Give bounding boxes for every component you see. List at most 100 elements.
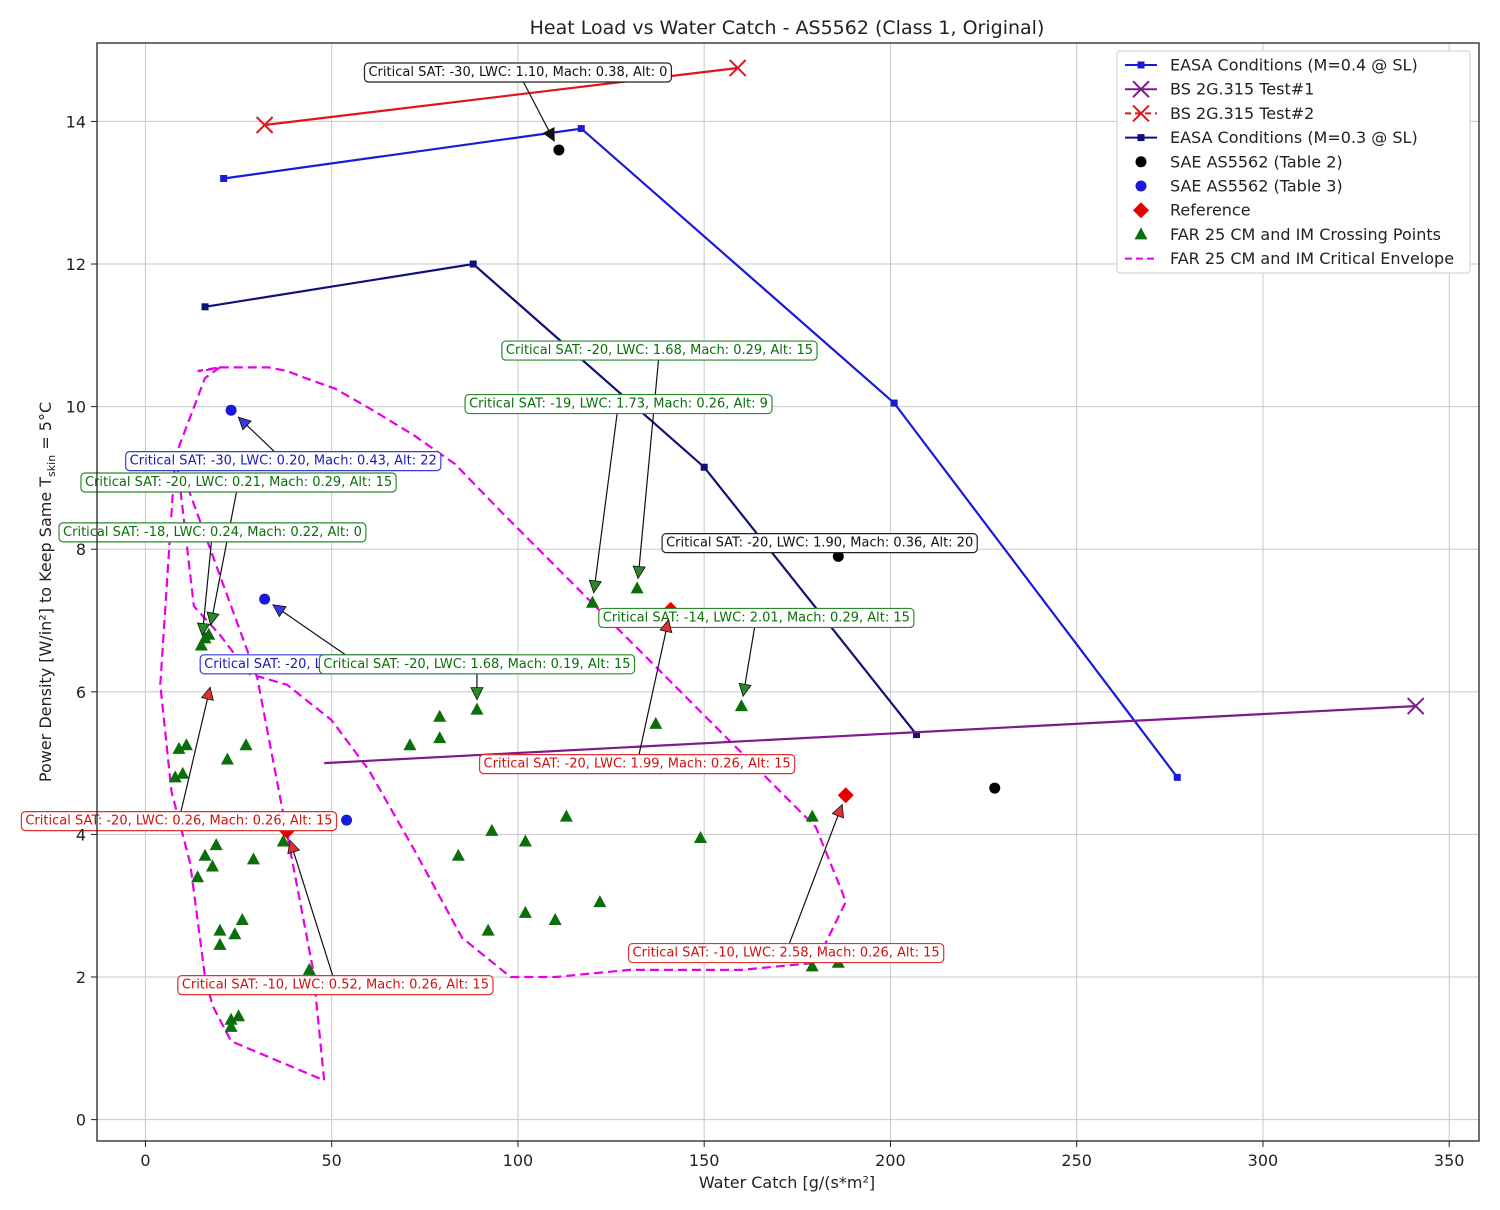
annotation-arrow-line	[201, 531, 214, 636]
table2-point	[832, 550, 844, 562]
annotation-arrow-head	[287, 839, 301, 855]
legend-label: EASA Conditions (M=0.4 @ SL)	[1170, 56, 1418, 75]
axis-ticks: 0 50 100 150 200 250 300 350 0 2 4 6 8 10 12 14	[66, 112, 1465, 1170]
easa-03-point	[469, 260, 477, 268]
envelope-path	[159, 366, 847, 1083]
chart-title: Heat Load vs Water Catch - AS5562 (Class…	[530, 17, 1045, 39]
crossing-point	[224, 1019, 238, 1032]
annotation-box	[464, 393, 773, 415]
crossing-point	[630, 581, 644, 594]
legend-label: BS 2G.315 Test#2	[1170, 104, 1314, 123]
crossing-point	[518, 834, 532, 847]
x-tick-label: 350	[1434, 1151, 1465, 1170]
annotation-arrow-head	[659, 618, 673, 634]
legend-circle-swatch	[1135, 156, 1147, 168]
annotation-arrow-head	[237, 416, 252, 431]
y-tick-label: 2	[76, 968, 86, 987]
annotation-arrow-head	[738, 682, 752, 698]
crossing-point	[559, 809, 573, 822]
y-tick-label: 10	[66, 398, 86, 417]
legend-label: Reference	[1170, 201, 1251, 220]
critical-envelope	[159, 366, 847, 1083]
crossing-point	[433, 731, 447, 744]
crossing-point	[433, 709, 447, 722]
annotation-text: Critical SAT: -30, LWC: 0.20, Mach: 0.43…	[130, 454, 437, 469]
annotation-box	[661, 532, 978, 554]
annotation-arrow-head	[470, 687, 484, 701]
annotation-label: Critical SAT: -20, LWC: 0.21, Mach: 0.29…	[80, 472, 397, 493]
annotation-box	[177, 975, 494, 996]
legend-label: SAE AS5562 (Table 2)	[1170, 152, 1343, 171]
annotation-label: Critical SAT: -10, LWC: 0.52, Mach: 0.26…	[177, 975, 494, 996]
annotation-box	[363, 62, 672, 83]
annotation-arrow-head	[200, 686, 214, 701]
crossing-point	[213, 923, 227, 936]
annotation-text: Critical SAT: -20, LWC: 1.99, Mach: 0.26…	[484, 757, 791, 772]
x-tick-label: 150	[689, 1151, 720, 1170]
annotation-box	[58, 522, 367, 543]
series-lines	[201, 59, 1425, 781]
table3-point	[341, 814, 353, 826]
annotation-label: Critical SAT: -20, LWC: 0.26, Mach: 0.26…	[20, 811, 338, 832]
annotation-label: Critical SAT: -20, LWC: 1.68, Mach: 0.19…	[318, 654, 636, 675]
y-axis-label-subscript: skin	[45, 455, 58, 477]
legend: EASA Conditions (M=0.4 @ SL) BS 2G.315 Te…	[1116, 50, 1471, 274]
annotation-arrow-head	[206, 611, 220, 626]
annotation-text: Critical SAT: -10, LWC: 0.52, Mach: 0.26…	[182, 978, 489, 993]
crossing-point	[220, 752, 234, 765]
legend-x-swatch	[1132, 80, 1150, 98]
annotation-box	[598, 607, 915, 629]
annotation-text: Critical SAT: -10, LWC: 2.58, Mach: 0.26…	[633, 946, 940, 961]
annotation-arrow-line	[742, 616, 757, 697]
crossing-point	[481, 923, 495, 936]
annotation-text: Critical SAT: -20, LWC: 1.90, Mach: 0.36…	[666, 536, 973, 551]
annotation-label: Critical SAT: -14, LWC: 2.01, Mach: 0.29…	[598, 607, 915, 629]
annotation-label: Critical SAT: -30, LWC: 0.20, Mach: 0.43…	[125, 450, 442, 472]
crossing-point	[191, 870, 205, 883]
crossing-point	[403, 738, 417, 751]
crossing-point	[176, 766, 190, 779]
annotation-arrow-line	[289, 840, 336, 985]
easa-04-point	[1173, 773, 1181, 781]
annotation-arrow-line	[272, 604, 359, 664]
table2-point	[553, 144, 565, 156]
crossing-point	[205, 859, 219, 872]
annotation-arrow-head	[588, 579, 602, 594]
legend-label: FAR 25 CM and IM Critical Envelope	[1170, 249, 1454, 268]
crossing-point	[693, 830, 707, 843]
crossing-point	[276, 834, 290, 847]
legend-label: BS 2G.315 Test#1	[1170, 80, 1314, 99]
annotation-arrow-line	[517, 71, 555, 142]
y-tick-label: 6	[76, 683, 86, 702]
easa-03-point	[201, 303, 209, 311]
annotation-text: Critical SAT: -20, LWC: 1.68, Mach: 0.29…	[506, 343, 813, 358]
easa-04-point	[890, 399, 898, 407]
annotation-box	[125, 450, 442, 472]
crossing-point	[734, 699, 748, 712]
crossing-point	[246, 852, 260, 865]
crossing-point	[470, 702, 484, 715]
annotation-arrow-head	[632, 565, 646, 580]
annotation-text: Critical SAT: -30, LWC: 1.10, Mach: 0.38…	[368, 65, 667, 80]
annotation-text: Critical SAT: -20, LWC: 0.26, Mach: 0.26…	[25, 814, 332, 829]
y-axis-label: Power Density [W/in²] to Keep Same Tskin…	[36, 402, 58, 782]
y-tick-label: 14	[66, 112, 86, 131]
legend-label: SAE AS5562 (Table 3)	[1170, 177, 1343, 196]
crossing-point	[548, 912, 562, 925]
y-tick-label: 12	[66, 255, 86, 274]
annotation-box	[80, 472, 397, 493]
crossing-point	[213, 937, 227, 950]
bs-test2-point	[255, 116, 274, 134]
annotation-arrow-line	[637, 349, 661, 579]
legend-x-swatch	[1132, 104, 1150, 123]
annotation-label: Critical SAT: -20, LWC: 1.68, Mach: 0.29…	[501, 340, 818, 361]
annotation-arrow-head	[196, 622, 211, 637]
annotation-box	[501, 340, 818, 361]
annotation-box	[478, 754, 796, 775]
annotation-label: Critical SAT: -30, LWC: 1.10, Mach: 0.38…	[363, 62, 672, 83]
bs-test1-line	[324, 705, 1416, 765]
table3-point	[225, 404, 237, 416]
annotation-text: Critical SAT: -20, LWC: 1.68, Mach: 0.19…	[323, 657, 630, 672]
annotation-box	[627, 942, 945, 964]
